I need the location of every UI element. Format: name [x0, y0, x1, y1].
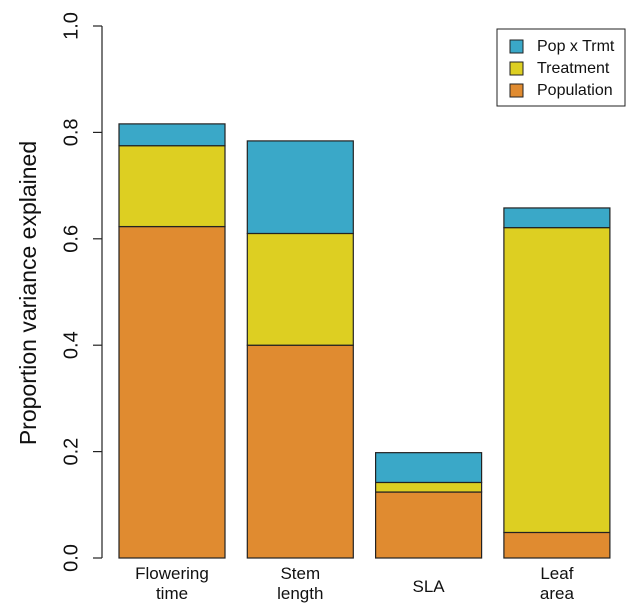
bars [118, 123, 611, 559]
legend-swatch [509, 83, 524, 98]
x-category-label: Stem length [277, 564, 323, 603]
bar-segment-treatment [375, 481, 483, 493]
bar-segment-population [118, 225, 226, 559]
bar-segment-population [375, 491, 483, 559]
x-category-label: Leaf area [540, 564, 575, 603]
bar-segment-treatment [246, 232, 354, 346]
x-category-label: Flowering time [135, 564, 209, 603]
y-tick-label: 0.0 [60, 544, 82, 572]
legend-swatch [509, 61, 524, 76]
bar-segment-population [246, 344, 354, 559]
bar-segment-treatment [118, 145, 226, 228]
bar-segment-pop-x-trmt [246, 140, 354, 235]
legend-swatch [509, 39, 524, 54]
category-labels: Flowering time Stem length SLA Leaf area [135, 564, 574, 603]
bar-segment-population [503, 531, 611, 559]
y-axis: 0.0 0.2 0.4 0.6 0.8 1.0 [60, 12, 103, 572]
bar-segment-pop-x-trmt [375, 452, 483, 484]
y-tick-label: 0.4 [60, 331, 82, 359]
y-tick-label: 0.2 [60, 438, 82, 466]
bar-segment-pop-x-trmt [503, 207, 611, 229]
x-category-label: SLA [413, 577, 446, 596]
bar-segment-treatment [503, 227, 611, 534]
legend-label: Treatment [537, 60, 610, 77]
y-tick-label: 1.0 [60, 12, 82, 40]
y-tick-label: 0.6 [60, 225, 82, 253]
legend-label: Population [537, 82, 613, 99]
y-axis-title: Proportion variance explained [15, 141, 41, 445]
bar-segment-pop-x-trmt [118, 123, 226, 147]
y-tick-label: 0.8 [60, 118, 82, 146]
legend-label: Pop x Trmt [537, 38, 615, 55]
legend: Pop x Trmt Treatment Population [496, 28, 626, 107]
